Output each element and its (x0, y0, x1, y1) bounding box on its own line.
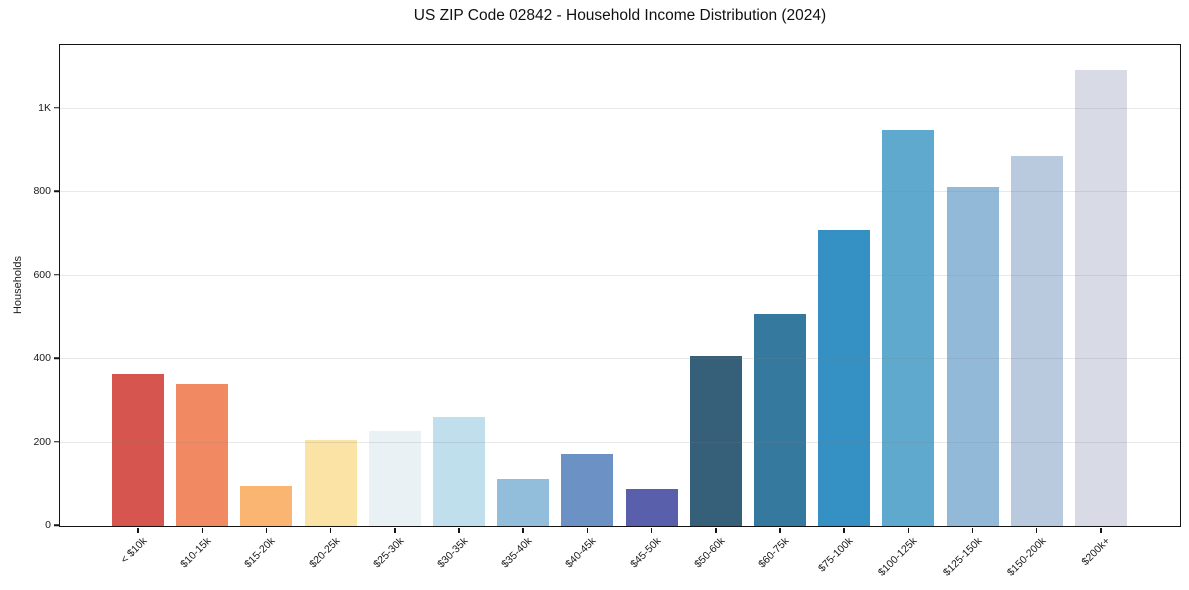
bar (1010, 155, 1063, 526)
bar (176, 383, 229, 526)
y-tick-mark (54, 524, 59, 526)
bar (1074, 70, 1127, 526)
x-tick-mark (650, 527, 653, 533)
x-tick-mark (265, 527, 268, 533)
x-tick-mark (843, 527, 845, 533)
x-tick-mark (137, 527, 139, 533)
x-tick-mark (522, 527, 524, 533)
bar (112, 373, 165, 526)
bar (561, 454, 614, 526)
bar (946, 186, 999, 526)
x-tick-label: $150-200k (1004, 535, 1049, 579)
x-tick-mark (715, 527, 717, 533)
gridline (60, 107, 1180, 109)
y-tick-mark (54, 273, 59, 276)
x-tick-mark (394, 527, 396, 533)
y-tick-label: 0 (45, 519, 51, 531)
x-tick-label: $10-15k (178, 535, 214, 571)
y-tick-label: 400 (33, 352, 51, 365)
x-tick-label: $15-20k (242, 535, 278, 571)
x-tick-mark (1100, 527, 1102, 533)
x-tick-label: $50-60k (691, 535, 728, 571)
x-tick-mark (971, 527, 974, 533)
x-tick-label: $25-30k (371, 535, 407, 571)
x-tick-label: $125-150k (940, 535, 985, 579)
x-tick-label: $200k+ (1079, 535, 1113, 569)
x-tick-mark (586, 527, 589, 533)
y-tick-mark (54, 106, 59, 109)
x-tick-mark (329, 527, 332, 533)
plot-area: 0 200 400 600 800 1K < $10k $10-15k $15-20k $20-… (33, 44, 1181, 579)
x-tick-mark (458, 527, 460, 533)
y-axis-label: Households (12, 255, 24, 315)
x-tick-label: $100-125k (876, 535, 920, 579)
bar (304, 439, 357, 526)
bar (433, 417, 486, 526)
bar (818, 230, 871, 526)
bar (625, 489, 678, 526)
bar (753, 314, 806, 526)
x-tick-label: < $10k (118, 535, 150, 566)
x-tick-label: $30-35k (435, 535, 471, 571)
bar (240, 486, 293, 526)
x-tick-label: $20-25k (306, 535, 343, 571)
y-tick-mark (54, 357, 59, 359)
x-tick-mark (201, 527, 204, 533)
x-tick-label: $35-40k (499, 535, 535, 571)
y-tick-label: 200 (33, 435, 51, 448)
bar (497, 478, 550, 526)
x-tick-mark (1035, 527, 1038, 533)
bar (689, 355, 742, 526)
x-tick-mark (907, 527, 910, 533)
y-tick-label: 600 (33, 268, 51, 281)
y-tick-mark (54, 190, 59, 192)
x-tick-label: $45-50k (627, 535, 664, 571)
y-tick-mark (54, 440, 59, 443)
x-tick-mark (779, 527, 781, 533)
x-tick-label: $40-45k (563, 535, 599, 571)
y-tick-label: 800 (33, 185, 51, 198)
x-tick-label: $75-100k (816, 535, 856, 575)
y-tick-label: 1K (38, 101, 51, 114)
x-tick-label: $60-75k (756, 535, 792, 571)
chart-title: US ZIP Code 02842 - Household Income Dis… (413, 7, 827, 24)
bar (882, 130, 935, 526)
bar (368, 431, 421, 526)
